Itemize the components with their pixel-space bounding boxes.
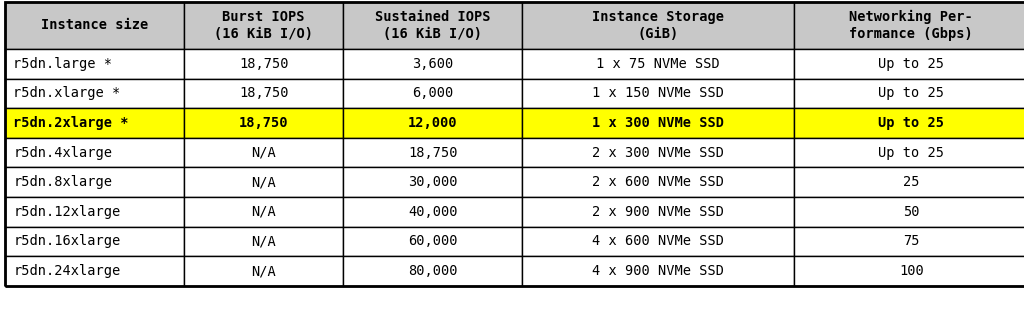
Text: r5dn.12xlarge: r5dn.12xlarge <box>13 205 121 219</box>
Text: r5dn.8xlarge: r5dn.8xlarge <box>13 175 113 189</box>
Text: 100: 100 <box>899 264 924 278</box>
Bar <box>343 256 522 286</box>
Bar <box>794 167 1024 197</box>
Bar <box>5 167 184 197</box>
Text: 25: 25 <box>903 175 920 189</box>
Text: r5dn.16xlarge: r5dn.16xlarge <box>13 234 121 249</box>
Bar <box>522 2 794 49</box>
Bar <box>794 197 1024 227</box>
Text: 1 x 150 NVMe SSD: 1 x 150 NVMe SSD <box>592 86 724 100</box>
Bar <box>522 227 794 256</box>
Bar <box>794 138 1024 167</box>
Text: 12,000: 12,000 <box>408 116 458 130</box>
Text: 2 x 600 NVMe SSD: 2 x 600 NVMe SSD <box>592 175 724 189</box>
Bar <box>184 79 343 108</box>
Text: 3,600: 3,600 <box>412 57 454 71</box>
Text: r5dn.large *: r5dn.large * <box>13 57 113 71</box>
Bar <box>184 2 343 49</box>
Text: 18,750: 18,750 <box>239 57 289 71</box>
Bar <box>522 49 794 79</box>
Bar <box>343 167 522 197</box>
Bar <box>522 167 794 197</box>
Bar <box>343 2 522 49</box>
Bar <box>794 108 1024 138</box>
Bar <box>343 138 522 167</box>
Bar <box>5 2 1024 286</box>
Text: N/A: N/A <box>251 234 276 249</box>
Bar <box>343 227 522 256</box>
Bar <box>184 49 343 79</box>
Bar <box>343 108 522 138</box>
Bar <box>522 197 794 227</box>
Text: Instance size: Instance size <box>41 18 148 32</box>
Bar <box>522 79 794 108</box>
Text: 18,750: 18,750 <box>239 116 289 130</box>
Bar <box>5 49 184 79</box>
Text: 18,750: 18,750 <box>239 86 289 100</box>
Text: Sustained IOPS
(16 KiB I/O): Sustained IOPS (16 KiB I/O) <box>375 10 490 41</box>
Text: Instance Storage
(GiB): Instance Storage (GiB) <box>592 10 724 41</box>
Bar <box>5 138 184 167</box>
Bar <box>794 79 1024 108</box>
Text: 30,000: 30,000 <box>408 175 458 189</box>
Bar <box>794 256 1024 286</box>
Text: 6,000: 6,000 <box>412 86 454 100</box>
Text: 40,000: 40,000 <box>408 205 458 219</box>
Bar <box>5 2 184 49</box>
Bar <box>184 197 343 227</box>
Text: 1 x 75 NVMe SSD: 1 x 75 NVMe SSD <box>596 57 720 71</box>
Text: r5dn.24xlarge: r5dn.24xlarge <box>13 264 121 278</box>
Text: 1 x 300 NVMe SSD: 1 x 300 NVMe SSD <box>592 116 724 130</box>
Bar <box>794 49 1024 79</box>
Text: 75: 75 <box>903 234 920 249</box>
Text: 2 x 900 NVMe SSD: 2 x 900 NVMe SSD <box>592 205 724 219</box>
Bar <box>343 49 522 79</box>
Bar <box>184 108 343 138</box>
Bar <box>522 256 794 286</box>
Text: 60,000: 60,000 <box>408 234 458 249</box>
Bar <box>794 227 1024 256</box>
Bar <box>184 227 343 256</box>
Text: Up to 25: Up to 25 <box>879 146 944 160</box>
Text: 4 x 600 NVMe SSD: 4 x 600 NVMe SSD <box>592 234 724 249</box>
Text: N/A: N/A <box>251 146 276 160</box>
Bar <box>5 79 184 108</box>
Text: N/A: N/A <box>251 264 276 278</box>
Bar <box>343 197 522 227</box>
Bar <box>5 256 184 286</box>
Text: N/A: N/A <box>251 205 276 219</box>
Text: r5dn.2xlarge *: r5dn.2xlarge * <box>13 116 129 130</box>
Bar <box>184 256 343 286</box>
Text: 80,000: 80,000 <box>408 264 458 278</box>
Bar <box>343 79 522 108</box>
Text: 4 x 900 NVMe SSD: 4 x 900 NVMe SSD <box>592 264 724 278</box>
Text: 2 x 300 NVMe SSD: 2 x 300 NVMe SSD <box>592 146 724 160</box>
Bar <box>5 227 184 256</box>
Text: N/A: N/A <box>251 175 276 189</box>
Bar <box>5 108 184 138</box>
Bar <box>522 108 794 138</box>
Text: r5dn.xlarge *: r5dn.xlarge * <box>13 86 121 100</box>
Bar <box>522 138 794 167</box>
Text: r5dn.4xlarge: r5dn.4xlarge <box>13 146 113 160</box>
Bar <box>184 138 343 167</box>
Bar <box>184 167 343 197</box>
Text: Networking Per-
formance (Gbps): Networking Per- formance (Gbps) <box>850 9 973 41</box>
Text: 18,750: 18,750 <box>408 146 458 160</box>
Text: Up to 25: Up to 25 <box>879 116 944 130</box>
Text: Up to 25: Up to 25 <box>879 86 944 100</box>
Bar <box>794 2 1024 49</box>
Text: 50: 50 <box>903 205 920 219</box>
Bar <box>5 197 184 227</box>
Text: Burst IOPS
(16 KiB I/O): Burst IOPS (16 KiB I/O) <box>214 10 313 41</box>
Text: Up to 25: Up to 25 <box>879 57 944 71</box>
